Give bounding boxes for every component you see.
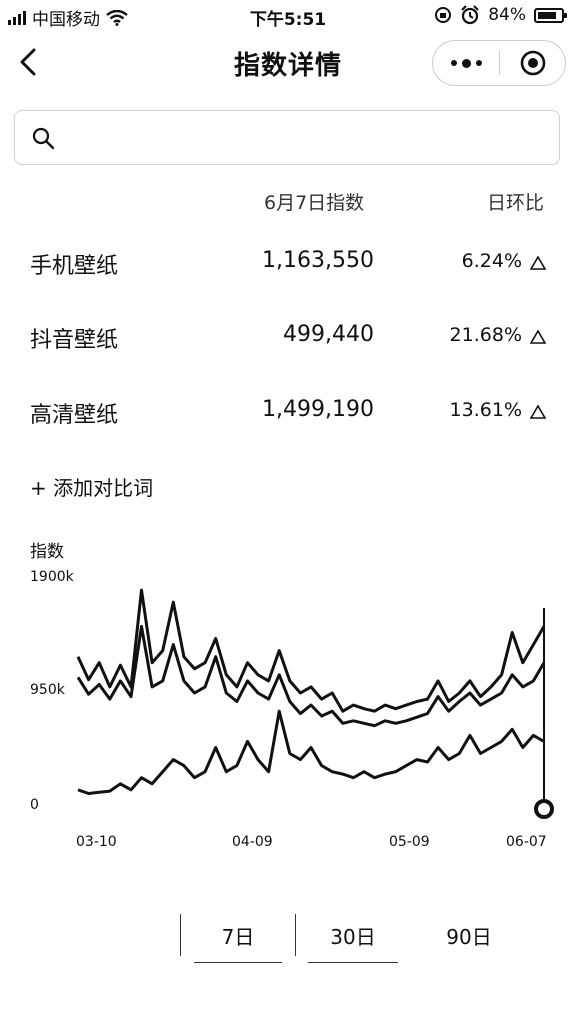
tab-30d[interactable]: 30日	[300, 910, 406, 963]
range-tabs: 7日 30日 90日	[0, 910, 576, 970]
wifi-icon	[106, 9, 128, 26]
column-header-change: 日环比	[486, 192, 544, 214]
close-miniprogram-button[interactable]	[500, 49, 565, 77]
rotation-lock-icon	[435, 7, 452, 23]
index-line-chart[interactable]	[0, 560, 576, 860]
y-tick-label: 950k	[30, 682, 65, 698]
x-tick-label: 06-07	[506, 834, 547, 850]
nav-bar: 指数详情	[0, 32, 576, 92]
status-time: 下午5:51	[249, 10, 327, 30]
series-line-1	[76, 588, 546, 713]
keyword-name: 高清壁纸	[30, 403, 119, 428]
carrier-label: 中国移动	[32, 10, 100, 30]
status-bar: 中国移动 下午5:51 84%	[0, 0, 576, 32]
tab-divider	[295, 914, 296, 956]
keyword-change: 21.68%	[449, 324, 522, 346]
x-tick-label: 04-09	[232, 834, 273, 850]
target-close-icon	[520, 50, 545, 76]
chart-y-axis-label: 指数	[30, 542, 64, 562]
keyword-row[interactable]: 抖音壁纸 499,440 21.68%	[0, 316, 576, 356]
keyword-row[interactable]: 手机壁纸 1,163,550 6.24%	[0, 242, 576, 282]
status-left: 中国移动	[8, 5, 128, 30]
battery-percent: 84%	[488, 5, 526, 25]
status-right: 84%	[434, 5, 567, 25]
x-tick-label: 03-10	[76, 834, 117, 850]
signal-icon	[8, 10, 26, 25]
more-dots-icon[interactable]	[433, 41, 499, 85]
search-icon	[32, 127, 55, 150]
keyword-change: 6.24%	[461, 250, 522, 272]
keyword-index-value: 1,499,190	[262, 397, 374, 422]
page-title: 指数详情	[233, 51, 342, 81]
tab-divider	[180, 914, 181, 956]
mini-program-capsule	[432, 40, 566, 86]
keyword-index-value: 499,440	[283, 322, 374, 347]
tab-7d[interactable]: 7日	[186, 910, 290, 963]
battery-icon	[534, 7, 567, 23]
column-header-index: 6月7日指数	[264, 192, 365, 214]
keyword-row[interactable]: 高清壁纸 1,499,190 13.61%	[0, 391, 576, 431]
search-box[interactable]	[14, 110, 560, 165]
up-triangle-icon	[530, 256, 546, 270]
alarm-icon	[461, 5, 479, 25]
capsule-divider	[499, 51, 500, 75]
tab-range-1[interactable]	[60, 910, 176, 960]
keyword-change: 13.61%	[449, 399, 522, 421]
y-tick-label: 0	[30, 797, 39, 813]
keyword-name: 手机壁纸	[30, 254, 119, 279]
cursor-handle[interactable]	[534, 799, 554, 819]
keyword-name: 抖音壁纸	[30, 328, 119, 353]
y-tick-label: 1900k	[30, 569, 74, 585]
tab-90d-label: 90日	[446, 924, 492, 949]
x-tick-label: 05-09	[389, 834, 430, 850]
up-triangle-icon	[530, 330, 546, 344]
keyword-index-value: 1,163,550	[262, 248, 374, 273]
chevron-left-icon[interactable]	[14, 44, 44, 80]
tab-30d-label: 30日	[330, 924, 376, 949]
up-triangle-icon	[530, 405, 546, 419]
search-input[interactable]	[65, 123, 535, 153]
tab-7d-label: 7日	[221, 924, 255, 949]
tab-90d[interactable]: 90日	[414, 910, 524, 960]
series-line-2	[76, 624, 546, 728]
add-compare-button[interactable]: + 添加对比词	[30, 476, 154, 500]
series-line-3	[77, 709, 545, 795]
